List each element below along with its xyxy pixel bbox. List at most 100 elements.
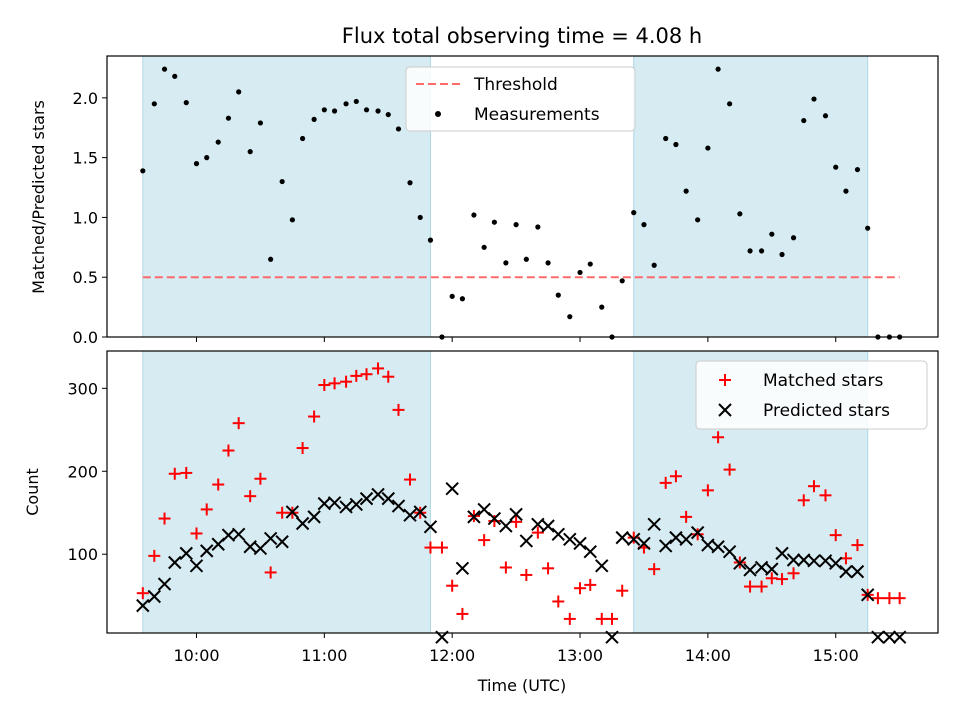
top-panel-frame (106, 55, 939, 338)
predicted-star-point (499, 519, 513, 533)
measurement-point (801, 117, 807, 124)
measurement-point (172, 73, 178, 79)
measurement-point (225, 115, 232, 121)
bottom-legend-box (695, 360, 928, 430)
predicted-star-point (765, 562, 779, 576)
measurement-point (535, 224, 541, 230)
predicted-star-point (253, 541, 268, 556)
y-tick-label: 0.5 (73, 268, 98, 287)
matched-star-point (254, 472, 267, 485)
measurement-point (300, 135, 306, 142)
matched-star-point (819, 489, 832, 502)
measurement-point (673, 141, 679, 148)
predicted-star-point (157, 577, 172, 591)
measurement-point (491, 219, 497, 225)
measurement-point (151, 101, 157, 107)
measurement-point (833, 164, 839, 170)
predicted-star-point (658, 539, 673, 553)
measurement-point (449, 293, 455, 299)
matched-star-point (403, 473, 416, 486)
measurement-point (204, 155, 210, 161)
measurement-point (407, 180, 413, 186)
legend-measurements-label: Measurements (474, 105, 600, 125)
matched-star-point (190, 527, 203, 540)
matched-star-point (701, 484, 714, 497)
matched-star-point (883, 592, 896, 605)
measurement-point (321, 107, 327, 113)
legend-predicted-label: Predicted stars (763, 401, 890, 421)
measurement-point (769, 231, 775, 237)
measurement-point (641, 222, 647, 228)
matched-star-point (148, 549, 161, 562)
measurement-point (427, 237, 434, 243)
measurement-point (247, 149, 253, 155)
measurement-point (161, 66, 168, 72)
matched-star-point (787, 567, 800, 580)
matched-star-point (542, 562, 555, 575)
measurement-point (523, 256, 529, 262)
measurement-point (395, 126, 402, 132)
bottom-legend: Matched stars Predicted stars (695, 360, 928, 430)
predicted-star-point (563, 532, 577, 546)
measurement-point (747, 248, 753, 254)
measurement-point (779, 251, 785, 258)
measurement-point (257, 120, 264, 126)
measurement-point (353, 98, 359, 105)
matched-star-point (574, 582, 587, 595)
matched-star-point (360, 368, 373, 381)
matched-star-point (648, 563, 661, 576)
predicted-star-point (423, 520, 438, 534)
matched-star-point (765, 572, 778, 585)
predicted-star-point (455, 561, 470, 576)
matched-star-point (712, 431, 725, 444)
y-tick-label: 200 (67, 462, 98, 481)
matched-star-point (222, 444, 235, 457)
measurement-point (619, 278, 625, 284)
predicted-star-point (807, 554, 821, 568)
matched-star-point (563, 612, 576, 625)
matched-star-point (158, 512, 171, 525)
predicted-star-point (467, 510, 481, 524)
matched-star-point (595, 612, 608, 625)
measurement-point (363, 107, 370, 113)
predicted-star-point (285, 505, 300, 519)
observing-window-1 (142, 55, 431, 338)
matched-star-point (308, 410, 321, 423)
matched-star-point (212, 478, 225, 491)
predicted-star-point (850, 564, 865, 579)
predicted-star-point (722, 545, 737, 559)
matched-star-point (232, 417, 245, 430)
matched-star-point (510, 515, 523, 528)
legend-threshold-label: Threshold (473, 75, 558, 95)
measurement-point (471, 212, 477, 218)
chart-title: Flux total observing time = 4.08 h (342, 24, 702, 48)
predicted-star-point (391, 499, 406, 513)
measurement-point (737, 211, 743, 217)
bottom-panel-frame (106, 350, 939, 634)
measurement-point (385, 111, 391, 118)
measurement-point (183, 100, 189, 106)
predicted-star-point (327, 496, 342, 510)
matched-star-point (340, 375, 353, 388)
matched-star-point (264, 566, 277, 579)
predicted-star-point (519, 534, 534, 548)
y-tick-label: 100 (67, 545, 98, 564)
matched-star-point (456, 607, 469, 620)
y-tick-label: 300 (67, 379, 98, 398)
matched-star-point (755, 580, 768, 593)
top-y-axis-label: Matched/Predicted stars (29, 100, 48, 294)
measurement-point (715, 66, 721, 72)
measurement-point (140, 168, 146, 174)
matched-star-point (488, 515, 501, 528)
predicted-star-point (615, 530, 629, 545)
matched-star-point (680, 510, 693, 523)
measurement-point (577, 269, 583, 276)
bottom-y-axis-label: Count (23, 468, 42, 516)
predicted-star-point (786, 553, 801, 567)
matched-star-point (136, 587, 149, 600)
matched-star-point (168, 467, 181, 480)
matched-star-point (350, 369, 363, 382)
predicted-star-point (263, 531, 278, 546)
matched-star-point (372, 362, 385, 375)
